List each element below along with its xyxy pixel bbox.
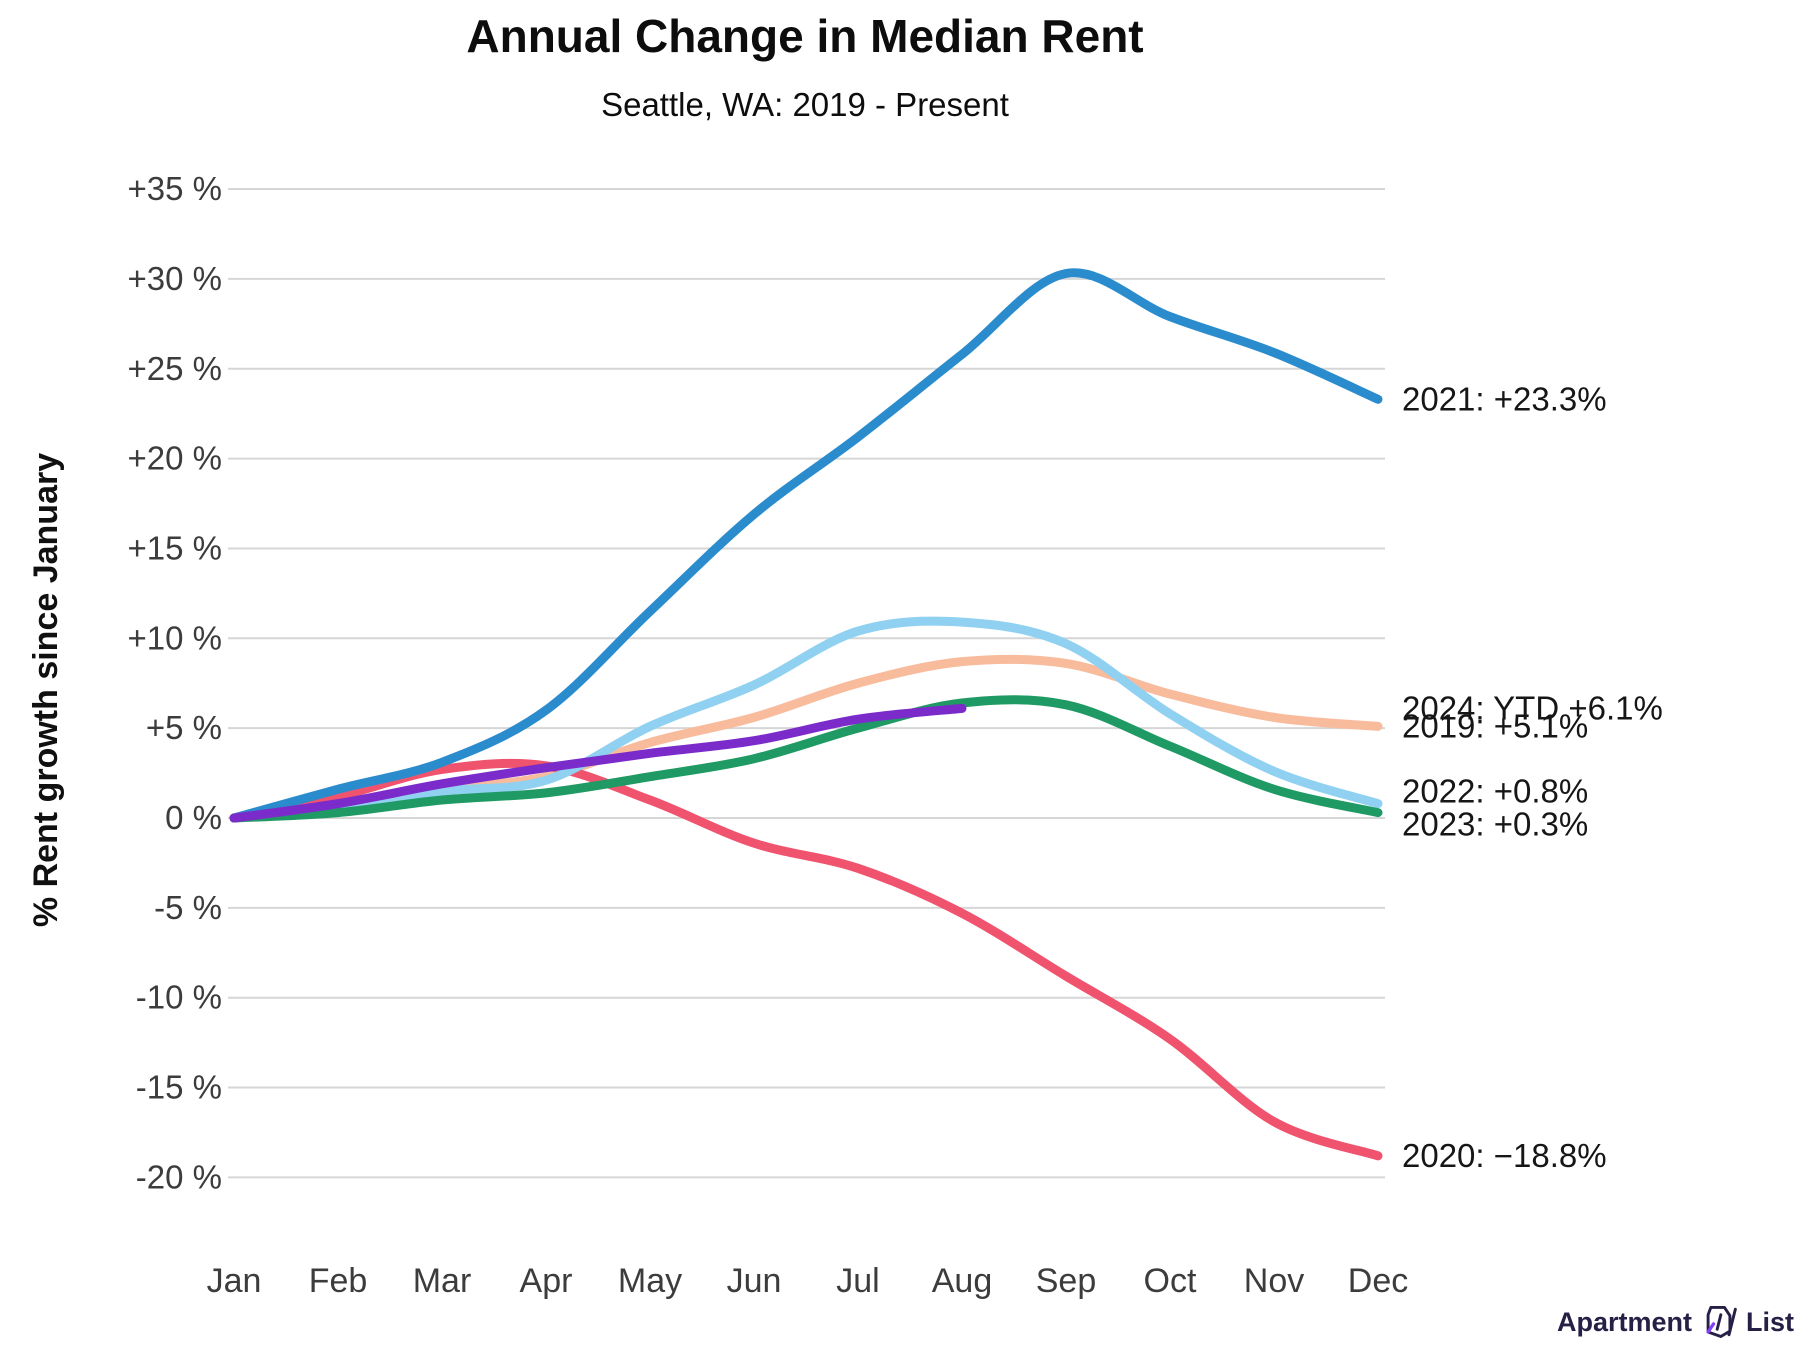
- apartment-list-logo-icon: [1706, 1306, 1737, 1338]
- x-tick-label: Nov: [1244, 1262, 1304, 1300]
- y-tick-label: -5 %: [154, 889, 222, 926]
- y-tick-label: 0 %: [165, 799, 222, 836]
- x-tick-label: Jul: [836, 1262, 879, 1300]
- y-tick-label: +25 %: [128, 350, 223, 387]
- y-axis-title: % Rent growth since January: [27, 453, 65, 927]
- y-tick-label: +30 %: [128, 260, 223, 297]
- x-tick-label: Mar: [413, 1262, 472, 1300]
- y-tick-label: -10 %: [136, 979, 222, 1016]
- x-tick-label: Feb: [309, 1262, 368, 1300]
- series-line-2020: [229, 758, 1383, 1161]
- x-tick-label: Aug: [932, 1262, 993, 1300]
- axis-label-layer: 2021: +23.3% 2024: YTD +6.1%2019: +5.1% 20…: [1402, 380, 1663, 1174]
- y-tick-label: +20 %: [128, 440, 223, 477]
- chart-subtitle: Seattle, WA: 2019 - Present: [601, 86, 1009, 123]
- x-tick-label: Dec: [1348, 1262, 1408, 1300]
- y-tick-label: +35 %: [128, 170, 223, 207]
- y-tick-label: +15 %: [128, 529, 223, 566]
- x-tick-label: Sep: [1036, 1262, 1097, 1300]
- series-line-2024: [229, 703, 967, 823]
- logo-text-list: List: [1745, 1306, 1794, 1337]
- series-layer: [229, 268, 1383, 1161]
- series-line-2023: [229, 695, 1383, 823]
- x-tick-label: Apr: [520, 1262, 573, 1300]
- logo-text-apartment: Apartment: [1556, 1306, 1692, 1337]
- series-end-label-2020: 2020: −18.8%: [1402, 1137, 1607, 1174]
- x-tick-label: Jun: [727, 1262, 782, 1300]
- x-tick-label: Jan: [207, 1262, 262, 1300]
- series-end-label-2024: 2024: YTD +6.1%: [1402, 689, 1663, 726]
- y-tick-label: -20 %: [136, 1158, 222, 1195]
- apartment-list-logo: Apartment List: [1557, 1302, 1794, 1342]
- x-tick-label: May: [618, 1262, 682, 1300]
- series-end-label-2019: 2019: +5.1%: [1402, 707, 1588, 744]
- x-tick-label: Oct: [1144, 1262, 1197, 1300]
- series-end-label-2023: 2023: +0.3%: [1402, 806, 1588, 843]
- y-tick-label: +5 %: [146, 709, 222, 746]
- y-tick-label: -15 %: [136, 1069, 222, 1106]
- chart-title: Annual Change in Median Rent: [466, 10, 1143, 62]
- series-end-label-2022: 2022: +0.8%: [1402, 773, 1588, 810]
- y-tick-label: +10 %: [128, 619, 223, 656]
- series-line-2022: [229, 616, 1383, 823]
- series-end-label-2021: 2021: +23.3%: [1402, 380, 1607, 417]
- series-line-2021: [229, 268, 1383, 823]
